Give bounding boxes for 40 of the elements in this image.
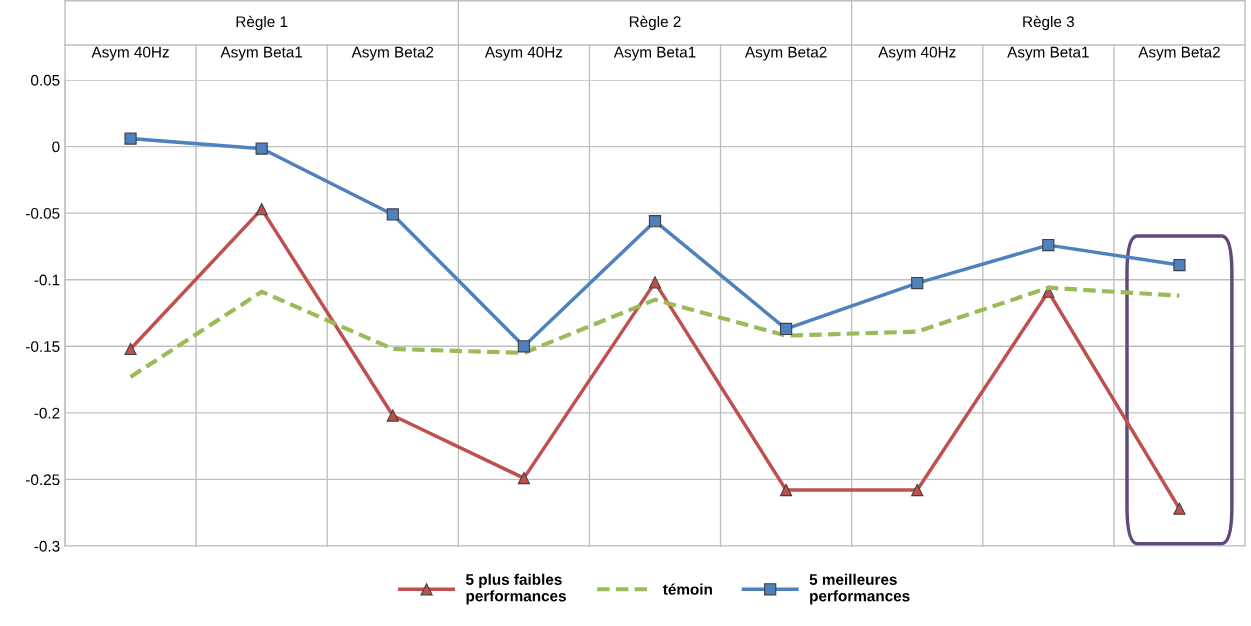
point — [386, 208, 399, 221]
point — [124, 132, 137, 145]
point — [780, 322, 793, 336]
text: Règle 1 — [236, 15, 288, 31]
x-tick-label: Asym Beta2 — [1138, 46, 1220, 61]
x-tick-label: Asym Beta2 — [351, 46, 434, 61]
y-tick-label: -0.15 — [26, 341, 60, 352]
legend-label: témoin — [663, 583, 712, 595]
y-tick-label: 0.05 — [31, 74, 60, 86]
point — [517, 471, 530, 485]
x-tick-label: Asym 40Hz — [484, 46, 563, 61]
point — [255, 203, 268, 216]
point — [1042, 238, 1055, 252]
point — [1173, 502, 1186, 515]
x-tick-label: Asym 40Hz — [878, 46, 956, 61]
x-tick-label: Asym 40Hz — [91, 46, 169, 61]
x-tick-label: Asym Beta2 — [744, 46, 827, 61]
point — [255, 142, 268, 155]
x-tick-label: Asym Beta1 — [1007, 46, 1089, 61]
x-tick-label: Asym Beta1 — [220, 46, 303, 61]
y-tick-label: -0.2 — [34, 407, 60, 419]
y-tick-label: 0 — [52, 141, 60, 153]
x-tick-label: Asym Beta1 — [613, 46, 696, 61]
point — [1173, 258, 1186, 272]
point — [386, 409, 399, 422]
point — [517, 340, 530, 353]
point — [911, 483, 924, 497]
point — [780, 483, 793, 497]
line-series — [128, 285, 1182, 379]
y-tick-label: -0.05 — [26, 208, 60, 219]
legend-label: 5 plus faibles performances — [465, 573, 566, 605]
text: Règle 3 — [1023, 15, 1074, 31]
point — [648, 215, 662, 228]
text: Règle 2 — [629, 15, 681, 31]
y-tick-label: -0.1 — [34, 274, 60, 286]
legend-label: 5 meilleures performances — [809, 573, 910, 605]
y-tick-label: -0.25 — [26, 474, 60, 486]
point — [911, 276, 924, 290]
y-tick-label: -0.3 — [34, 540, 60, 552]
point — [124, 342, 137, 356]
